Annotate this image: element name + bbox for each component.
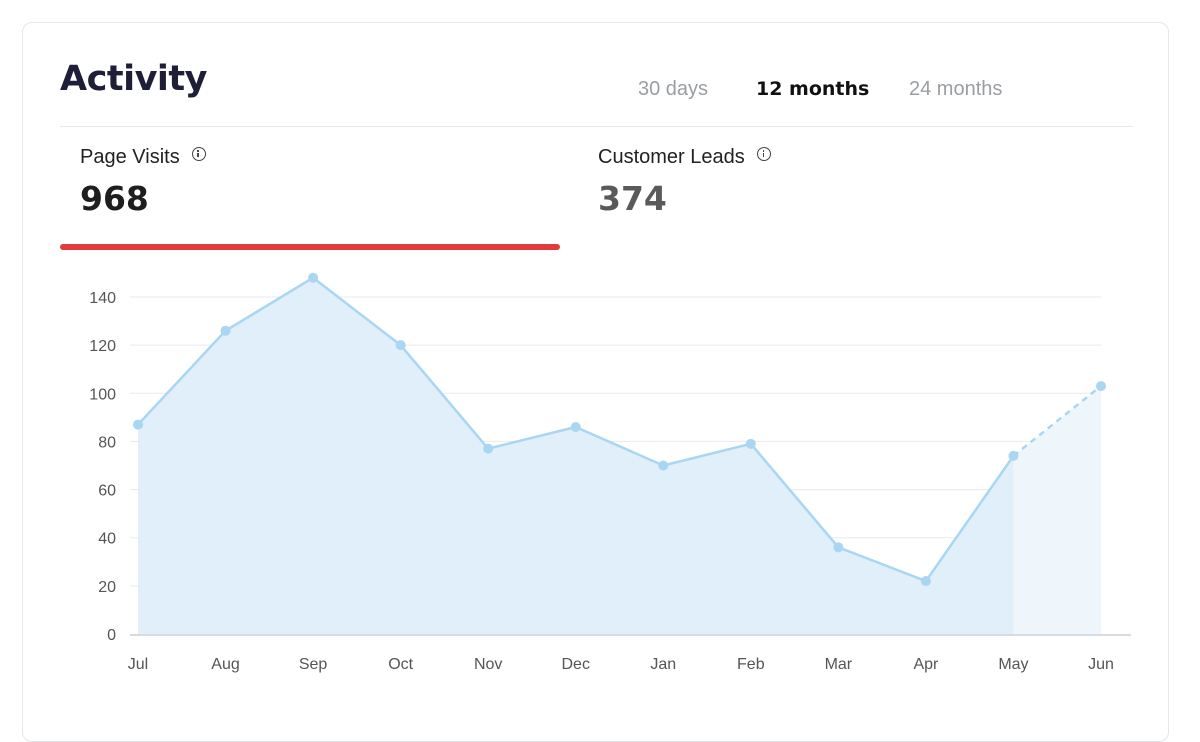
data-point [133, 419, 143, 430]
data-point [483, 443, 494, 454]
x-tick-label: Jul [128, 656, 148, 673]
series-area-projected [1013, 386, 1101, 634]
x-tick-label: Feb [737, 656, 765, 673]
x-tick-label: Oct [388, 656, 413, 673]
y-tick-label: 60 [98, 483, 116, 500]
data-point [745, 438, 756, 449]
page-title: Activity [60, 59, 207, 99]
data-point [1096, 381, 1106, 392]
x-tick-label: Sep [299, 656, 328, 673]
active-metric-indicator [60, 244, 560, 250]
x-tick-label: Mar [825, 656, 853, 673]
x-tick-label: Nov [474, 656, 502, 673]
data-point [833, 542, 844, 553]
data-point [220, 325, 231, 336]
data-point [1008, 450, 1019, 461]
metric-label: Customer Leads [598, 146, 745, 168]
x-tick-label: Jan [650, 656, 676, 673]
metric-page-visits[interactable]: Page Visits 968 [80, 145, 206, 217]
data-point [308, 272, 319, 283]
y-tick-label: 100 [89, 386, 116, 403]
header-divider [60, 126, 1133, 127]
tab-24-months[interactable]: 24 months [909, 78, 1003, 100]
tab-12-months[interactable]: 12 months [756, 78, 870, 100]
metric-value: 374 [598, 179, 667, 218]
y-tick-label: 80 [98, 434, 116, 451]
y-tick-label: 20 [98, 579, 116, 596]
y-tick-label: 0 [107, 627, 116, 644]
x-tick-label: Dec [562, 656, 590, 673]
range-tabs: 30 days 12 months 24 months [0, 77, 1200, 103]
data-point [920, 576, 931, 587]
data-point [395, 340, 406, 351]
metric-customer-leads[interactable]: Customer Leads 374 [598, 145, 771, 217]
info-icon[interactable] [191, 147, 206, 161]
series-line-projected [1012, 385, 1102, 457]
x-tick-label: Apr [913, 656, 939, 673]
series-area [138, 277, 1014, 634]
y-tick-label: 140 [89, 290, 116, 307]
info-icon[interactable] [756, 147, 771, 161]
y-tick-label: 40 [98, 531, 116, 548]
x-tick-label: Aug [211, 656, 239, 673]
metric-value: 968 [80, 179, 149, 218]
x-tick-label: May [998, 656, 1028, 673]
data-point [658, 460, 669, 471]
activity-area-chart: 0 20 40 60 80 100 120 140 Jul Aug Sep Oct Nov Dec Jan F… [89, 272, 1131, 673]
y-tick-label: 120 [89, 338, 116, 355]
tab-30-days[interactable]: 30 days [638, 78, 709, 100]
data-point [570, 421, 581, 432]
metric-label: Page Visits [80, 146, 180, 168]
x-tick-label: Jun [1088, 656, 1114, 673]
